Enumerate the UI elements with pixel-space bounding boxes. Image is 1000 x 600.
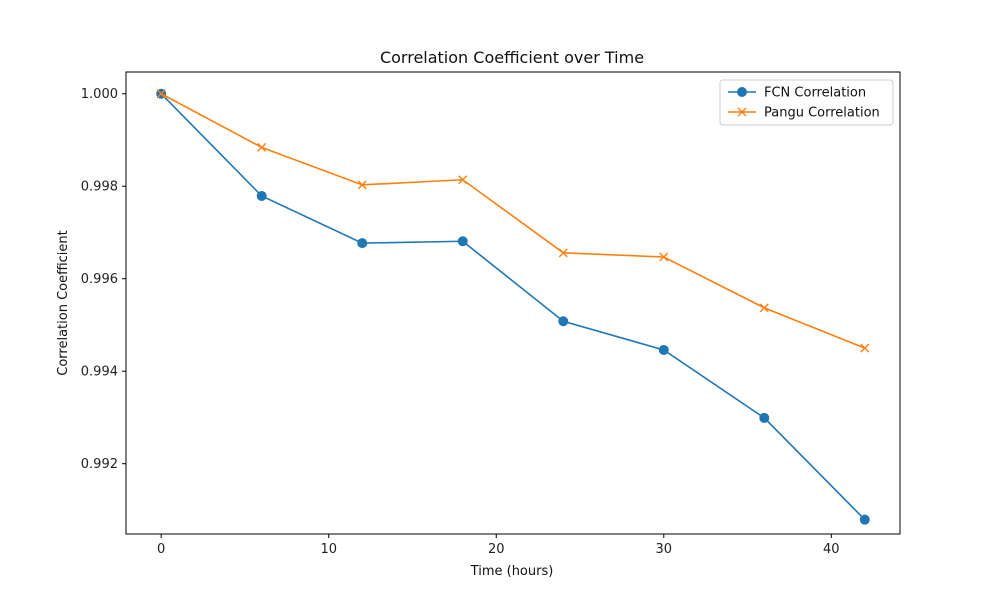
data-point [860, 343, 870, 353]
chart-title: Correlation Coefficient over Time [380, 48, 644, 67]
data-point [156, 89, 166, 99]
x-tick-label: 30 [656, 542, 673, 557]
x-tick-label: 20 [488, 542, 505, 557]
y-tick-label: 0.996 [81, 272, 118, 287]
data-point [457, 236, 468, 247]
y-tick-label: 0.992 [81, 457, 118, 472]
data-point [659, 252, 669, 262]
series-line [160, 93, 866, 521]
x-tick-label: 40 [823, 542, 840, 557]
x-axis-label: Time (hours) [470, 564, 554, 579]
legend-box [719, 79, 894, 126]
plot-frame [125, 71, 901, 535]
data-point [558, 316, 569, 327]
y-tick-label: 0.998 [81, 180, 118, 195]
legend-circle-marker [737, 87, 747, 97]
data-point [759, 303, 769, 313]
axis-ticks: 0 10 20 30 40 0.992 0.994 0.996 0.998 1.000 [81, 87, 840, 557]
data-point [357, 180, 367, 190]
legend-x-marker [737, 107, 747, 117]
legend-label: Pangu Correlation [764, 106, 880, 121]
data-point [558, 248, 568, 258]
data-point [357, 238, 368, 249]
x-tick-label: 10 [320, 542, 337, 557]
legend-entry: Pangu Correlation [728, 106, 880, 121]
series-layer [156, 88, 870, 525]
data-point [458, 175, 468, 185]
data-point [256, 190, 267, 201]
x-tick-label: 0 [157, 542, 165, 557]
legend: FCN Correlation Pangu Correlation [719, 79, 894, 126]
y-tick-label: 1.000 [81, 87, 118, 102]
y-axis-label: Correlation Coefficient [56, 230, 71, 376]
series-line [160, 93, 866, 349]
data-point [759, 412, 770, 423]
y-tick-label: 0.994 [81, 365, 118, 380]
data-point [658, 344, 669, 355]
data-point [859, 514, 870, 525]
series-pangu [156, 89, 870, 353]
legend-label: FCN Correlation [764, 86, 866, 101]
legend-entry: FCN Correlation [728, 86, 866, 101]
data-point [257, 142, 267, 152]
